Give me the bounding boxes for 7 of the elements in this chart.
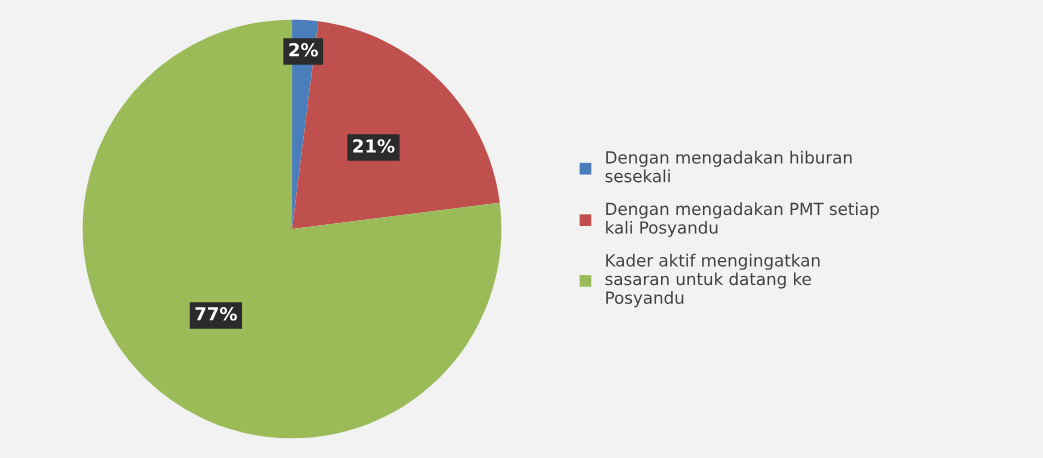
- legend-label: Dengan mengadakan hiburan sesekali: [605, 150, 852, 183]
- data-label: 77%: [195, 306, 237, 321]
- legend-label: Dengan mengadakan PMT setiap kali Posyandu: [606, 202, 879, 238]
- data-label: 2%: [289, 42, 318, 57]
- pie-slice: [82, 19, 502, 439]
- legend-label: Kader aktif mengingatkan sasaran untuk datang ke Posyandu: [605, 253, 820, 308]
- data-label: 21%: [353, 139, 395, 153]
